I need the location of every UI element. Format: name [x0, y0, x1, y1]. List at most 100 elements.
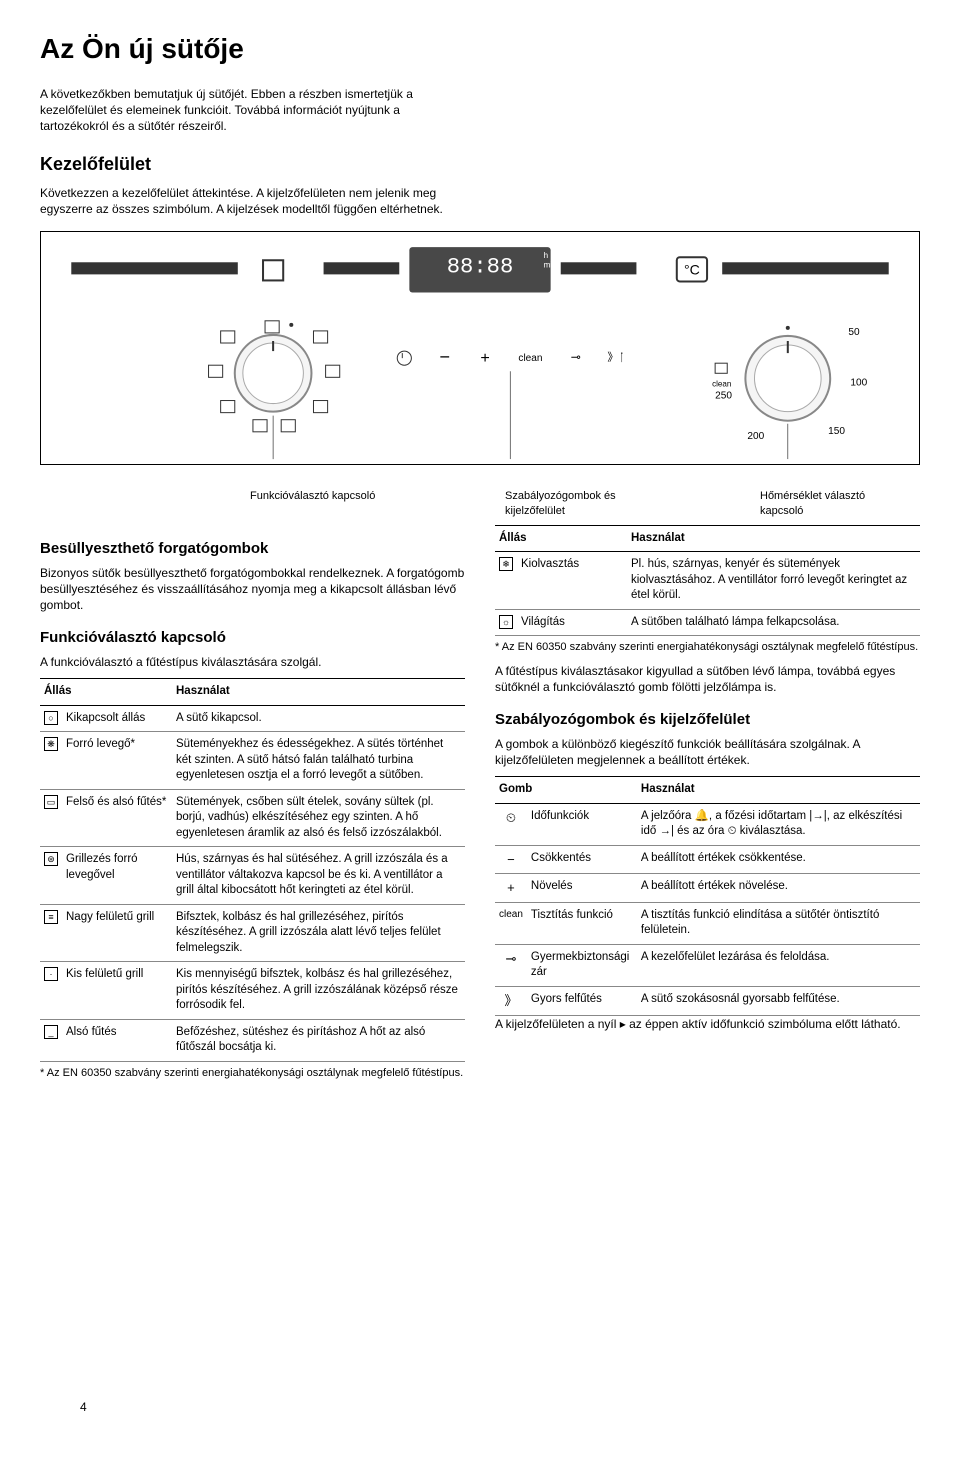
mode-desc: Befőzéshez, sütéshez és pirításhoz A hőt…: [172, 1019, 465, 1061]
mode-name: Kis felületű grill: [62, 962, 172, 1020]
mode-desc: Bifsztek, kolbász és hal grillezéséhez, …: [172, 904, 465, 962]
mode-name: Felső és alsó fűtés*: [62, 789, 172, 847]
diagram-label-homerseklet: Hőmérséklet választó kapcsoló: [760, 489, 910, 519]
svg-text:clean: clean: [518, 353, 542, 364]
szabalyozo-paragraph: A gombok a különböző kiegészítő funkciók…: [495, 736, 920, 768]
mode-name: Világítás: [517, 609, 627, 636]
intro-paragraph: A következőkben bemutatjuk új sütőjét. E…: [40, 86, 470, 135]
mode-desc: Hús, szárnyas és hal sütéséhez. A grill …: [172, 847, 465, 905]
mode-icon: ⊛: [40, 847, 62, 905]
svg-text:clean: clean: [712, 379, 731, 388]
mode-icon: ·: [40, 962, 62, 1020]
svg-text:200: 200: [747, 431, 764, 442]
diagram-label-funkcio: Funkcióválasztó kapcsoló: [250, 489, 400, 519]
table-row: ⏲IdőfunkciókA jelzőóra 🔔, a főzési időta…: [495, 803, 920, 845]
kezelo-paragraph: Következzen a kezelőfelület áttekintése.…: [40, 185, 470, 217]
th-gomb: Gomb: [495, 777, 637, 804]
mode-name: Kiolvasztás: [517, 552, 627, 610]
table-row: ≡Nagy felületű grillBifsztek, kolbász és…: [40, 904, 465, 962]
mode-icon: ○: [40, 705, 62, 732]
mode-name: Gyors felfűtés: [527, 986, 637, 1015]
mode-name: Nagy felületű grill: [62, 904, 172, 962]
right-column: Állás Használat ❄KiolvasztásPl. hús, szá…: [495, 525, 920, 1089]
table-row: ❋Forró levegő*Süteményekhez és édességek…: [40, 732, 465, 790]
svg-text:》ᛙ: 》ᛙ: [607, 351, 625, 364]
table-row: _Alsó fűtésBefőzéshez, sütéshez és pirít…: [40, 1019, 465, 1061]
mode-name: Növelés: [527, 874, 637, 903]
mode-desc: Süteményekhez és édességekhez. A sütés t…: [172, 732, 465, 790]
svg-text:150: 150: [828, 426, 845, 437]
table-row: −CsökkentésA beállított értékek csökkent…: [495, 845, 920, 874]
mode-desc: A sütőben található lámpa felkapcsolása.: [627, 609, 920, 636]
mode-icon: ☼: [495, 609, 517, 636]
mode-desc: Sütemények, csőben sült ételek, sovány s…: [172, 789, 465, 847]
funkcio2-table: Állás Használat ❄KiolvasztásPl. hús, szá…: [495, 525, 920, 637]
mode-desc: A sütő szokásosnál gyorsabb felfűtése.: [637, 986, 920, 1015]
besullyeszt-paragraph: Bizonyos sütők besüllyeszthető forgatógo…: [40, 565, 465, 614]
svg-text:°C: °C: [684, 261, 700, 277]
mode-desc: A beállított értékek növelése.: [637, 874, 920, 903]
th-hasznalat-3: Használat: [637, 777, 920, 804]
mode-icon: clean: [495, 902, 527, 944]
svg-text:250: 250: [715, 391, 732, 402]
mode-name: Kikapcsolt állás: [62, 705, 172, 732]
mode-icon: 》: [495, 986, 527, 1015]
mode-icon: ❄: [495, 552, 517, 610]
funkcio-table: Állás Használat ○Kikapcsolt állásA sütő …: [40, 678, 465, 1062]
mode-icon: ⏲: [495, 803, 527, 845]
svg-text:−: −: [439, 347, 450, 367]
mode-name: Alsó fűtés: [62, 1019, 172, 1061]
mode-name: Gyermekbiztonsági zár: [527, 944, 637, 986]
heading-szabalyozo: Szabályozógombok és kijelzőfelület: [495, 710, 920, 730]
oven-panel-svg: 88:88 h min °C − + clean ⊸ 》ᛙ 5: [41, 232, 919, 464]
mode-icon: ⊸: [495, 944, 527, 986]
mode-icon: +: [495, 874, 527, 903]
mode-name: Tisztítás funkció: [527, 902, 637, 944]
mode-icon: ❋: [40, 732, 62, 790]
mode-desc: A beállított értékek csökkentése.: [637, 845, 920, 874]
mode-icon: −: [495, 845, 527, 874]
table-row: ▭Felső és alsó fűtés*Sütemények, csőben …: [40, 789, 465, 847]
table-row: ❄KiolvasztásPl. hús, szárnyas, kenyér és…: [495, 552, 920, 610]
table-row: ⊛Grillezés forró levegővelHús, szárnyas …: [40, 847, 465, 905]
szabalyozo-after: A kijelzőfelületen a nyíl ▸ az éppen akt…: [495, 1016, 920, 1032]
svg-text:min: min: [544, 260, 557, 269]
page-title: Az Ön új sütője: [40, 30, 920, 68]
mode-desc: A sütő kikapcsol.: [172, 705, 465, 732]
mode-icon: ▭: [40, 789, 62, 847]
diagram-label-row: Funkcióválasztó kapcsoló Szabályozógombo…: [40, 489, 920, 519]
heading-besullyeszt: Besüllyeszthető forgatógombok: [40, 539, 465, 559]
svg-text:50: 50: [848, 327, 860, 338]
mode-desc: A kezelőfelület lezárása és feloldása.: [637, 944, 920, 986]
left-column: Besüllyeszthető forgatógombok Bizonyos s…: [40, 525, 465, 1089]
section-heading-kezelofelulet: Kezelőfelület: [40, 152, 920, 176]
szabalyozo-table: Gomb Használat ⏲IdőfunkciókA jelzőóra 🔔,…: [495, 776, 920, 1015]
th-allas-2: Állás: [495, 525, 627, 552]
svg-text:100: 100: [850, 377, 867, 388]
page-number: 4: [80, 1399, 87, 1415]
table-row: 》Gyors felfűtésA sütő szokásosnál gyorsa…: [495, 986, 920, 1015]
mode-desc: Pl. hús, szárnyas, kenyér és sütemények …: [627, 552, 920, 610]
mode-icon: _: [40, 1019, 62, 1061]
mode-desc: A tisztítás funkció elindítása a sütőtér…: [637, 902, 920, 944]
funkcio-paragraph: A funkcióválasztó a fűtéstípus kiválaszt…: [40, 654, 465, 670]
mode-desc: A jelzőóra 🔔, a főzési időtartam |→|, az…: [637, 803, 920, 845]
mode-name: Forró levegő*: [62, 732, 172, 790]
table-row: +NövelésA beállított értékek növelése.: [495, 874, 920, 903]
svg-text:88:88: 88:88: [447, 254, 514, 279]
th-hasznalat: Használat: [172, 679, 465, 706]
funkcio2-footnote: * Az EN 60350 szabvány szerinti energiah…: [495, 640, 920, 655]
funkcio-footnote: * Az EN 60350 szabvány szerinti energiah…: [40, 1066, 465, 1081]
mode-name: Időfunkciók: [527, 803, 637, 845]
funkcio2-after: A fűtéstípus kiválasztásakor kigyullad a…: [495, 663, 920, 695]
table-row: ○Kikapcsolt állásA sütő kikapcsol.: [40, 705, 465, 732]
mode-icon: ≡: [40, 904, 62, 962]
table-row: ⊸Gyermekbiztonsági zárA kezelőfelület le…: [495, 944, 920, 986]
control-panel-diagram: 88:88 h min °C − + clean ⊸ 》ᛙ 5: [40, 231, 920, 465]
table-row: ·Kis felületű grillKis mennyiségű bifszt…: [40, 962, 465, 1020]
diagram-label-szabalyozo: Szabályozógombok és kijelzőfelület: [505, 489, 655, 519]
mode-name: Grillezés forró levegővel: [62, 847, 172, 905]
heading-funkcio: Funkcióválasztó kapcsoló: [40, 628, 465, 648]
mode-name: Csökkentés: [527, 845, 637, 874]
svg-text:⊸: ⊸: [571, 350, 581, 364]
